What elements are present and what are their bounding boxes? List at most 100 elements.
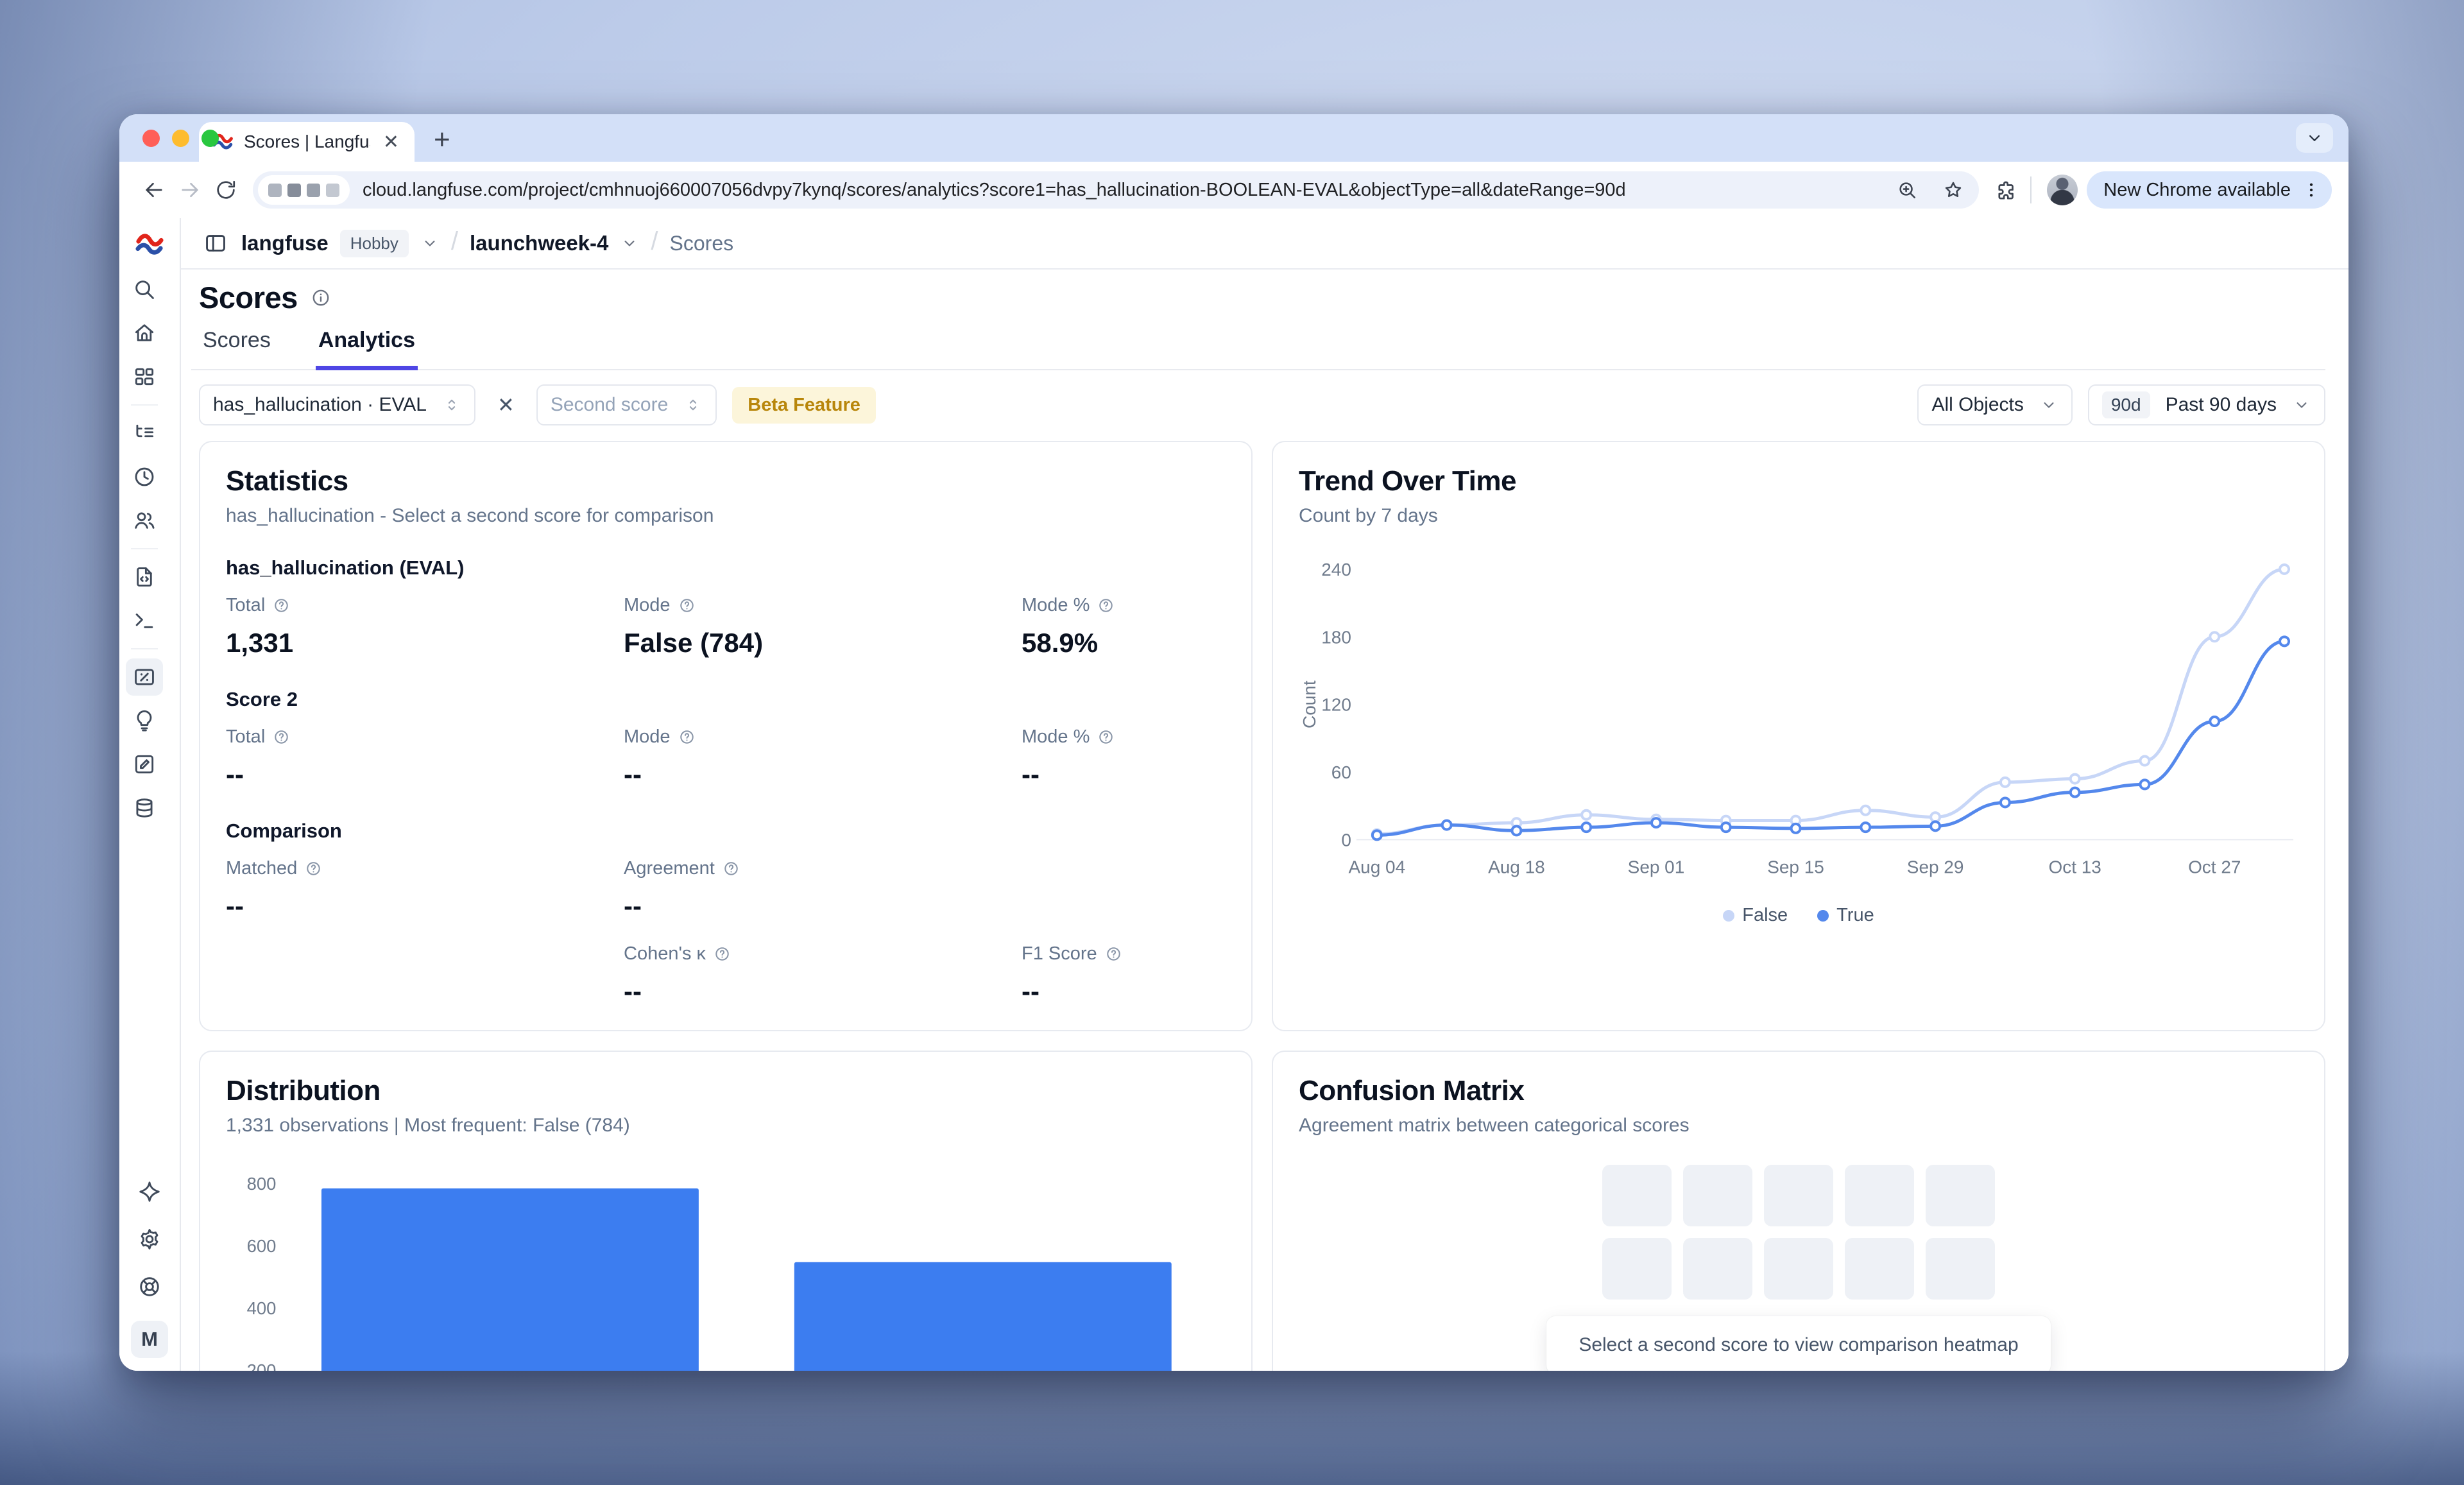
sidebar-nav [125, 262, 168, 836]
svg-text:240: 240 [1321, 560, 1351, 579]
svg-text:Oct 13: Oct 13 [2048, 857, 2101, 877]
svg-text:Count: Count [1299, 680, 1319, 728]
heatmap-placeholder-message: Select a second score to view comparison… [1546, 1316, 2051, 1371]
browser-profile-avatar[interactable] [2047, 175, 2078, 205]
page-info-button[interactable] [309, 288, 332, 308]
date-range-badge: 90d [2101, 391, 2150, 418]
help-icon[interactable] [723, 860, 740, 877]
metric-total: Total -- [226, 726, 624, 790]
help-icon[interactable] [1097, 597, 1115, 614]
settings-icon [141, 1229, 158, 1249]
tab-search-button[interactable] [2296, 123, 2333, 153]
info-icon [312, 289, 329, 305]
window-controls [142, 130, 219, 147]
trend-chart[interactable]: 0 60 120 180 240 Count Aug 04 Aug 18 Sep 01 Sep 1… [1299, 542, 2298, 901]
sidebar-item-dashboards[interactable] [126, 358, 163, 395]
legend-label: True [1836, 905, 1874, 926]
user-avatar[interactable]: M [131, 1321, 168, 1358]
breadcrumb-org[interactable]: langfuse [241, 231, 329, 255]
minimize-window-button[interactable] [172, 130, 189, 147]
browser-tab[interactable]: Scores | Langfuse ✕ [199, 122, 415, 162]
sidebar-item-users[interactable] [126, 502, 163, 539]
date-range-select[interactable]: 90d Past 90 days [2087, 384, 2325, 425]
clear-score1-button[interactable]: ✕ [497, 393, 515, 416]
sessions-icon [135, 467, 154, 486]
score2-select[interactable]: Second score [536, 384, 717, 425]
svg-text:Sep 01: Sep 01 [1628, 857, 1685, 877]
score2-placeholder: Second score [550, 394, 669, 415]
sidebar-item-prompts[interactable] [126, 558, 163, 596]
help-icon[interactable] [678, 597, 696, 614]
address-bar[interactable]: cloud.langfuse.com/project/cmhnuoj660007… [253, 171, 1980, 209]
statistics-card: Statistics has_hallucination - Select a … [199, 441, 1253, 1031]
trend-line-chart[interactable]: 0 60 120 180 240 Count Aug 04 Aug 18 Sep 01 Sep 1… [1299, 542, 2298, 901]
sidebar-toggle-button[interactable] [201, 231, 230, 255]
metric-f1-score: F1 Score -- [1022, 943, 1226, 1007]
panel-left-icon [206, 235, 225, 252]
sidebar-bottom-icons [131, 1173, 168, 1305]
sidebar-item-annotation-queues[interactable] [126, 746, 163, 783]
new-chrome-pill[interactable]: New Chrome available [2087, 171, 2332, 209]
date-range-value: Past 90 days [2165, 394, 2277, 415]
zoom-page-button[interactable] [1890, 179, 1924, 201]
breadcrumb-separator: / [651, 227, 658, 255]
main-content: langfuse Hobby / launchweek-4 / Scores S… [181, 218, 2348, 1371]
metric-cohens-kappa: Cohen's κ -- [624, 943, 1022, 1007]
help-icon[interactable] [1105, 945, 1122, 963]
page-head: Scores [191, 270, 2325, 315]
distribution-chart[interactable]: 0200400600800FalseTrue [226, 1152, 1226, 1371]
svg-text:180: 180 [1321, 627, 1351, 647]
legend-label: False [1742, 905, 1788, 926]
tab-analytics[interactable]: Analytics [315, 328, 418, 370]
sidebar-item-settings[interactable] [131, 1221, 168, 1258]
help-icon[interactable] [305, 860, 322, 877]
score1-select[interactable]: has_hallucination · EVAL [199, 384, 475, 425]
tab-scores[interactable]: Scores [203, 328, 271, 352]
metric-mode-pct: Mode % -- [1022, 726, 1226, 790]
trend-legend: False True [1299, 905, 2298, 926]
sidebar-item-sessions[interactable] [126, 458, 163, 495]
sidebar-item-search[interactable] [126, 271, 163, 308]
sidebar-item-playground[interactable] [126, 602, 163, 639]
help-icon[interactable] [714, 945, 731, 963]
url-text: cloud.langfuse.com/project/cmhnuoj660007… [363, 179, 1626, 200]
svg-text:60: 60 [1331, 762, 1351, 782]
org-switcher-button[interactable] [420, 234, 440, 252]
help-icon[interactable] [1097, 728, 1115, 746]
bookmark-button[interactable] [1937, 179, 1970, 201]
site-permission-chip[interactable] [258, 175, 350, 205]
breadcrumb-project[interactable]: launchweek-4 [469, 231, 609, 255]
close-window-button[interactable] [142, 130, 160, 147]
distribution-subtitle: 1,331 observations | Most frequent: Fals… [226, 1115, 630, 1136]
sidebar-item-home[interactable] [126, 314, 163, 352]
distribution-card: Distribution 1,331 observations | Most f… [199, 1051, 1253, 1371]
browser-toolbar: cloud.langfuse.com/project/cmhnuoj660007… [119, 162, 2348, 218]
metric-mode: Mode False (784) [624, 595, 764, 658]
extensions-button[interactable] [1988, 178, 2024, 202]
forward-button[interactable] [172, 172, 208, 208]
sidebar-item-evals[interactable] [126, 702, 163, 739]
sidebar-item-datasets[interactable] [126, 789, 163, 827]
new-tab-button[interactable]: + [434, 124, 450, 155]
help-icon[interactable] [273, 597, 290, 614]
sidebar-item-tracing[interactable] [126, 415, 163, 452]
object-type-select[interactable]: All Objects [1917, 384, 2073, 425]
browser-menu-button[interactable] [2297, 176, 2325, 204]
project-switcher-button[interactable] [620, 234, 639, 252]
help-icon[interactable] [678, 728, 696, 746]
sidebar-item-scores[interactable] [125, 658, 163, 696]
tab-close-icon[interactable]: ✕ [382, 131, 399, 153]
sidebar-group [125, 648, 163, 836]
back-button[interactable] [136, 172, 172, 208]
support-icon [140, 1277, 159, 1296]
sidebar-item-support[interactable] [131, 1268, 168, 1305]
heatmap-cell [1602, 1238, 1672, 1300]
langfuse-logo-icon[interactable] [135, 230, 164, 259]
langfuse-app: M langfuse Hobby / launchweek-4 / Scores [119, 218, 2348, 1371]
heatmap-cell [1926, 1238, 1995, 1300]
maximize-window-button[interactable] [201, 130, 219, 147]
sidebar-item-whats-new[interactable] [131, 1173, 168, 1210]
help-icon[interactable] [273, 728, 290, 746]
distribution-bar-chart[interactable]: 0200400600800FalseTrue [226, 1152, 1226, 1371]
reload-button[interactable] [208, 172, 244, 208]
